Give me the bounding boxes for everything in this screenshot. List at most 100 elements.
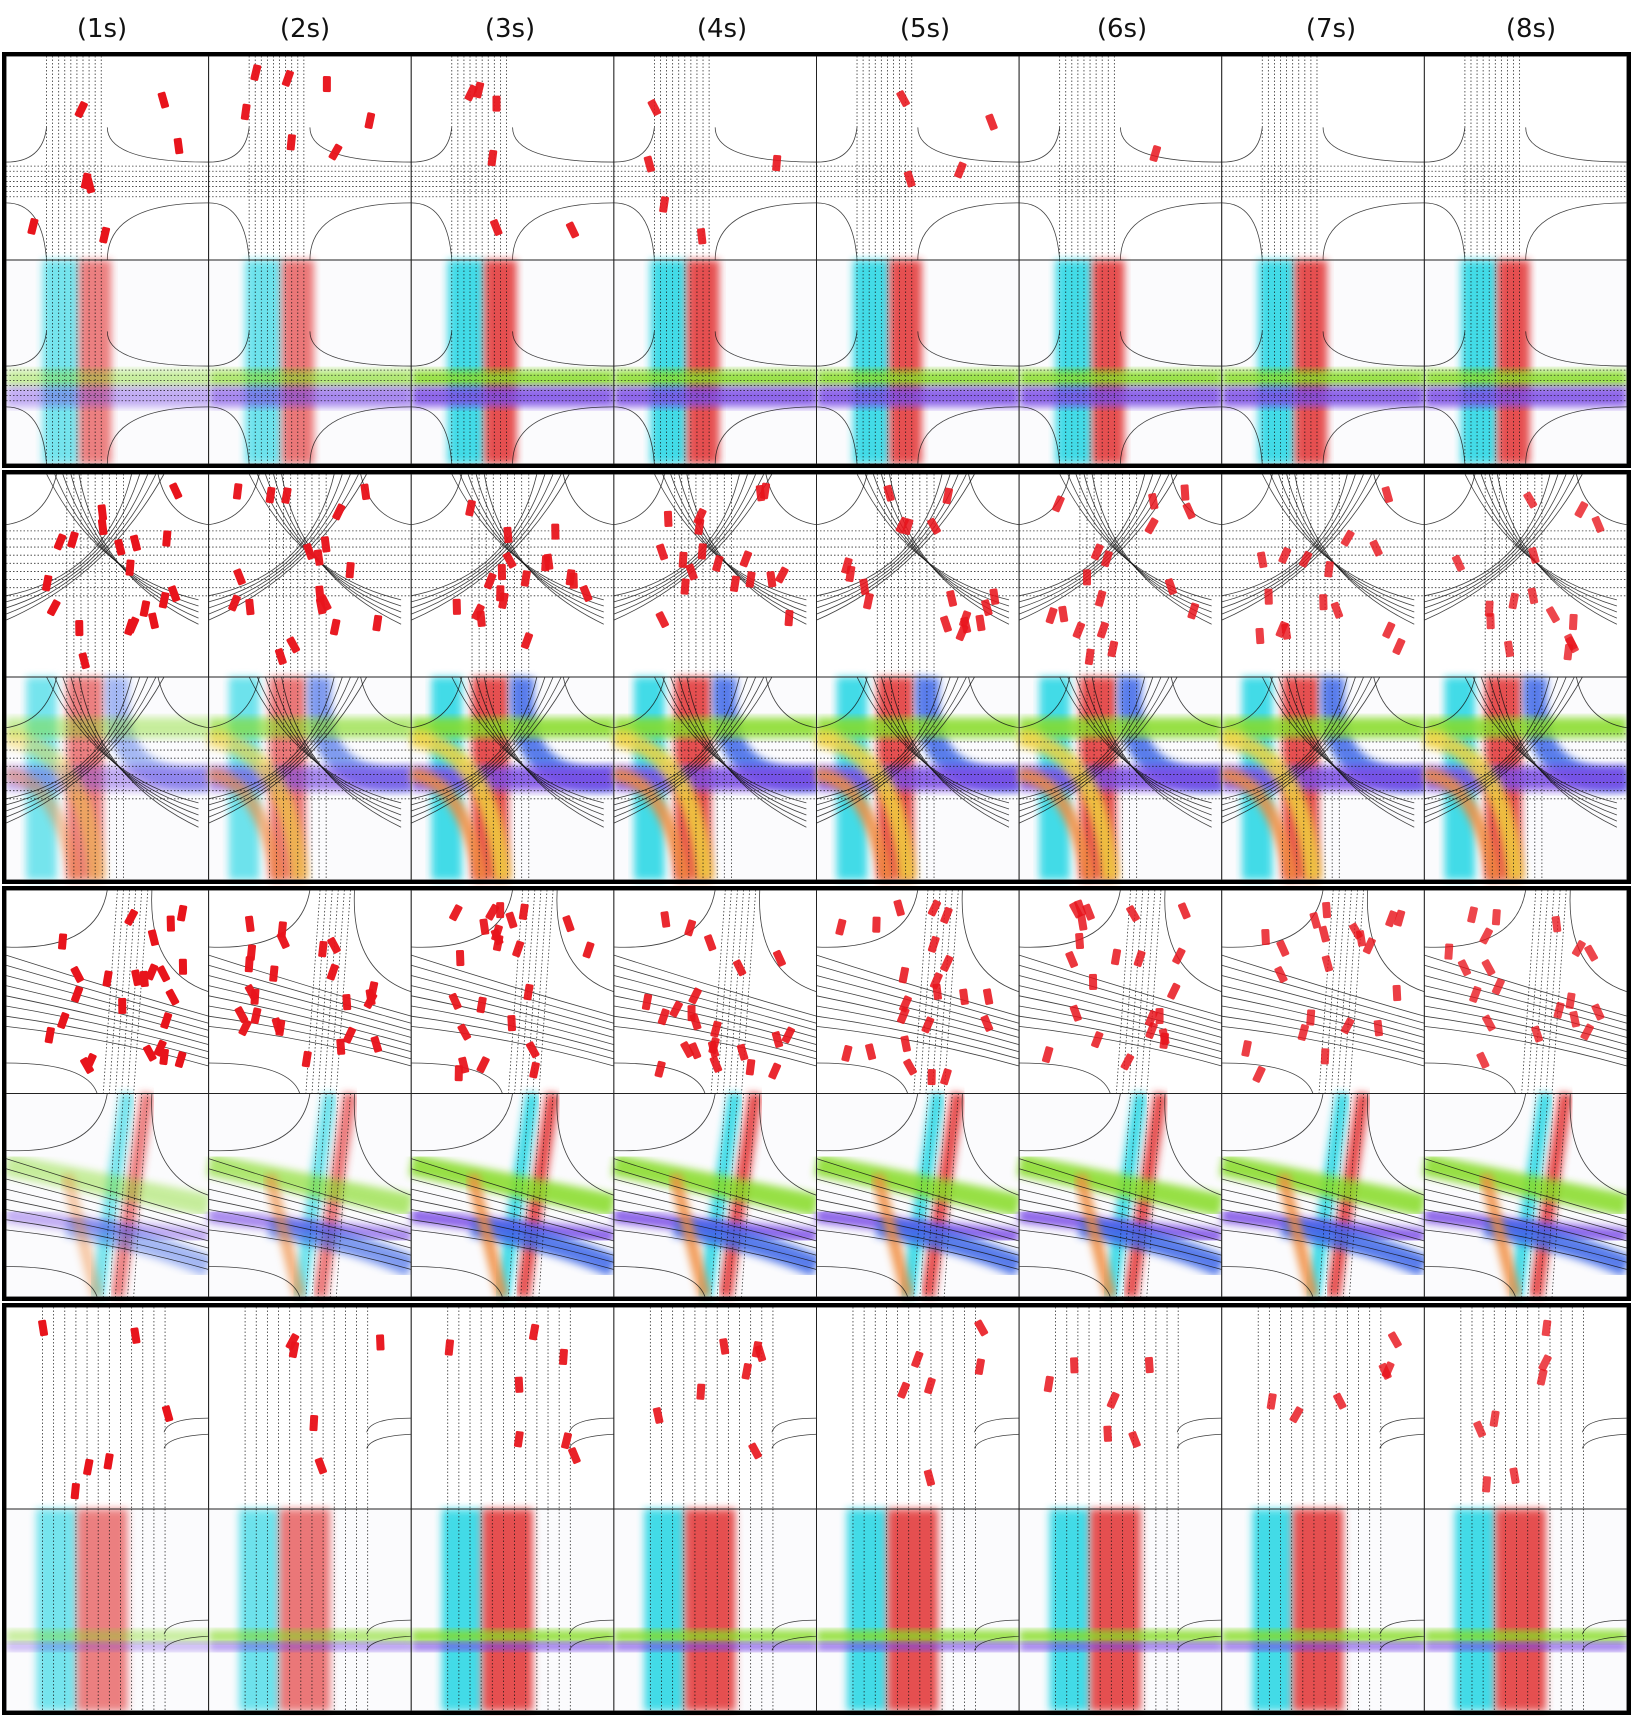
- vehicle-marker: [124, 908, 139, 926]
- flow-field-cell: [816, 1509, 1020, 1711]
- flow-field-cell: [613, 1509, 817, 1711]
- vehicle-marker: [129, 534, 141, 552]
- vehicle-marker: [652, 1407, 664, 1424]
- occupancy-cell: [5, 473, 209, 677]
- vehicle-marker: [125, 559, 135, 576]
- vehicle-marker: [1481, 959, 1496, 976]
- vehicle-marker: [78, 652, 90, 670]
- vehicle-marker: [27, 218, 39, 235]
- vehicle-marker: [1275, 620, 1289, 638]
- vehicle-marker: [1126, 905, 1140, 922]
- vehicle-marker: [370, 1035, 383, 1053]
- vehicle-marker: [1444, 943, 1454, 960]
- occupancy-cell: [411, 889, 615, 1094]
- vehicle-marker: [525, 1041, 540, 1059]
- vehicle-marker: [897, 1381, 910, 1399]
- vehicle-marker: [708, 1037, 720, 1055]
- vehicle-marker: [697, 228, 707, 245]
- vehicle-marker: [476, 996, 487, 1014]
- vehicle-marker: [1571, 940, 1586, 957]
- vehicle-marker: [75, 620, 84, 637]
- vehicle-marker: [80, 1057, 94, 1074]
- vehicle-marker: [1069, 901, 1083, 919]
- vehicle-marker: [946, 590, 958, 607]
- vehicle-marker: [118, 997, 127, 1014]
- occupancy-cell: [816, 473, 1020, 677]
- vehicle-marker: [332, 503, 346, 521]
- flow-field-cell: [5, 260, 209, 465]
- occupancy-cell: [613, 1307, 817, 1509]
- vehicle-marker: [1538, 1354, 1552, 1372]
- flow-field-cell: [1221, 260, 1425, 465]
- vehicle-marker: [739, 550, 753, 568]
- vehicle-marker: [959, 988, 969, 1006]
- vehicle-marker: [982, 988, 994, 1005]
- vehicle-marker: [148, 612, 159, 630]
- vehicle-marker: [38, 1319, 49, 1337]
- vehicle-marker: [559, 1348, 568, 1366]
- vehicle-marker: [1149, 145, 1162, 162]
- flow-field-cell: [206, 1092, 416, 1299]
- occupancy-cell: [1424, 889, 1628, 1094]
- vehicle-marker: [975, 614, 986, 632]
- vehicle-marker: [372, 614, 383, 632]
- vehicle-marker: [1180, 484, 1190, 501]
- vehicle-marker: [1523, 491, 1538, 509]
- vehicle-marker: [286, 134, 296, 151]
- occupancy-cell: [5, 56, 209, 261]
- vehicle-marker: [1107, 640, 1119, 658]
- time-label: (5s): [899, 14, 951, 44]
- vehicle-marker: [1167, 982, 1181, 1000]
- vehicle-marker: [663, 510, 673, 527]
- vehicle-marker: [483, 572, 497, 590]
- vehicle-marker: [277, 921, 287, 938]
- vehicle-marker: [234, 1006, 249, 1024]
- vehicle-marker: [139, 970, 149, 988]
- occupancy-cell: [1018, 473, 1222, 677]
- vehicle-marker: [921, 1016, 935, 1034]
- flow-field-cell: [208, 260, 412, 465]
- vehicle-marker: [1082, 903, 1095, 921]
- vehicle-marker: [1479, 927, 1493, 945]
- vehicle-marker: [1148, 492, 1159, 510]
- flow-field-cell: [1424, 260, 1628, 465]
- vehicle-marker: [158, 591, 170, 609]
- vehicle-marker: [897, 1007, 910, 1024]
- vehicle-marker: [1362, 937, 1376, 955]
- vehicle-marker: [320, 536, 331, 553]
- vehicle-marker: [265, 486, 276, 504]
- vehicle-marker: [1257, 551, 1268, 569]
- vehicle-marker: [314, 1457, 328, 1475]
- vehicle-marker: [315, 597, 327, 615]
- vehicle-marker: [476, 1056, 490, 1074]
- vehicle-marker: [143, 1044, 157, 1062]
- vehicle-marker: [274, 648, 287, 666]
- flow-field-cell: [208, 1509, 412, 1711]
- vehicle-marker: [1045, 607, 1058, 625]
- vehicle-marker: [697, 543, 707, 560]
- vehicle-marker: [250, 64, 262, 81]
- vehicle-marker: [1504, 640, 1515, 658]
- vehicle-marker: [97, 518, 108, 536]
- vehicle-marker: [114, 538, 126, 556]
- vehicle-marker: [1489, 1410, 1500, 1428]
- occupancy-cell: [208, 889, 412, 1094]
- vehicle-marker: [980, 1014, 994, 1032]
- vehicle-marker: [751, 1341, 763, 1358]
- vehicle-marker: [1546, 606, 1560, 624]
- vehicle-marker: [1541, 1319, 1552, 1337]
- vehicle-marker: [1264, 588, 1273, 605]
- scenario-block: [2, 1303, 1631, 1715]
- vehicle-marker: [1385, 910, 1398, 928]
- vehicle-marker: [1320, 1048, 1330, 1065]
- vehicle-marker: [561, 1432, 572, 1450]
- vehicle-marker: [1388, 1331, 1402, 1349]
- vehicle-marker: [569, 572, 578, 589]
- vehicle-marker: [927, 899, 942, 917]
- vehicle-marker: [551, 523, 560, 540]
- vehicle-marker: [924, 1377, 936, 1395]
- vehicle-marker: [240, 103, 251, 121]
- vehicle-marker: [678, 551, 688, 568]
- vehicle-marker: [145, 963, 159, 981]
